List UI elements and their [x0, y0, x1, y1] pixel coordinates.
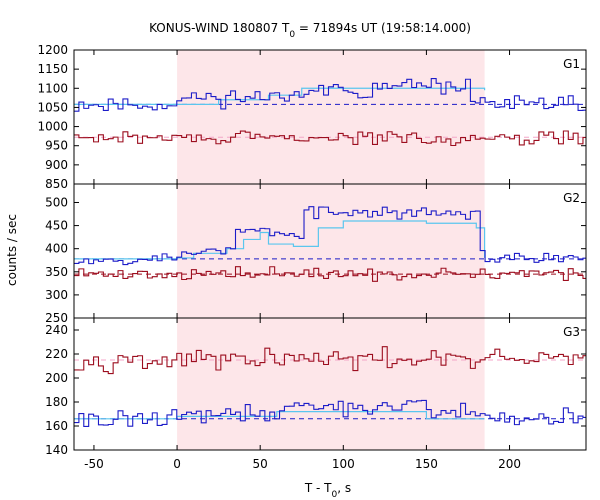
y-tick-label-g2-400: 400 — [45, 242, 68, 256]
x-tick-label--50: -50 — [84, 457, 104, 471]
panel-label-g3: G3 — [563, 325, 580, 339]
y-tick-label-g2-450: 450 — [45, 219, 68, 233]
y-tick-label-g2-300: 300 — [45, 288, 68, 302]
series-g2-blue-0 — [74, 206, 586, 266]
y-tick-label-g1-1000: 1000 — [37, 120, 68, 134]
y-tick-label-g1-1150: 1150 — [37, 62, 68, 76]
x-tick-label-200: 200 — [498, 457, 521, 471]
series-layer — [74, 78, 586, 427]
y-tick-label-g1-1200: 1200 — [37, 43, 68, 57]
y-tick-label-g2-500: 500 — [45, 195, 68, 209]
y-tick-label-g1-1050: 1050 — [37, 100, 68, 114]
panel-label-g1: G1 — [563, 57, 580, 71]
y-axis-label: counts / sec — [5, 214, 19, 286]
y-tick-label-g3-160: 160 — [45, 419, 68, 433]
panel-g3 — [74, 346, 586, 427]
x-axis-label: T - T0, s — [304, 481, 351, 500]
x-tick-label-50: 50 — [253, 457, 268, 471]
y-tick-label-g1-950: 950 — [45, 139, 68, 153]
y-tick-label-g3-200: 200 — [45, 371, 68, 385]
y-tick-label-g1-1100: 1100 — [37, 81, 68, 95]
series-g1-red-1 — [74, 130, 586, 147]
x-tick-label-150: 150 — [415, 457, 438, 471]
series-g1-blue-0 — [74, 78, 586, 112]
series-g3-blue-1 — [74, 399, 586, 427]
shaded-interval-layer — [177, 50, 485, 450]
panel-label-g2: G2 — [563, 191, 580, 205]
y-tick-label-g3-140: 140 — [45, 443, 68, 457]
y-tick-label-g3-240: 240 — [45, 323, 68, 337]
chart-title: KONUS-WIND 180807 T0 = 71894s UT (19:58:… — [149, 21, 471, 40]
axes-frame-layer — [73, 49, 587, 451]
label-layer: KONUS-WIND 180807 T0 = 71894s UT (19:58:… — [5, 21, 580, 500]
x-tick-label-0: 0 — [173, 457, 181, 471]
y-tick-label-g2-250: 250 — [45, 311, 68, 325]
panel-g1 — [74, 78, 586, 147]
x-tick-label-100: 100 — [332, 457, 355, 471]
series-g3-red-0 — [74, 346, 586, 375]
y-tick-label-g1-900: 900 — [45, 158, 68, 172]
y-tick-label-g3-180: 180 — [45, 395, 68, 409]
panel-frame-g3 — [73, 317, 587, 451]
panel-g2 — [74, 206, 586, 282]
y-tick-label-g2-350: 350 — [45, 265, 68, 279]
model-curve-g2 — [74, 220, 486, 260]
series-g2-red-1 — [74, 266, 586, 282]
y-tick-label-g3-220: 220 — [45, 347, 68, 361]
y-tick-label-g1-850: 850 — [45, 177, 68, 191]
shaded-interval — [177, 50, 485, 450]
